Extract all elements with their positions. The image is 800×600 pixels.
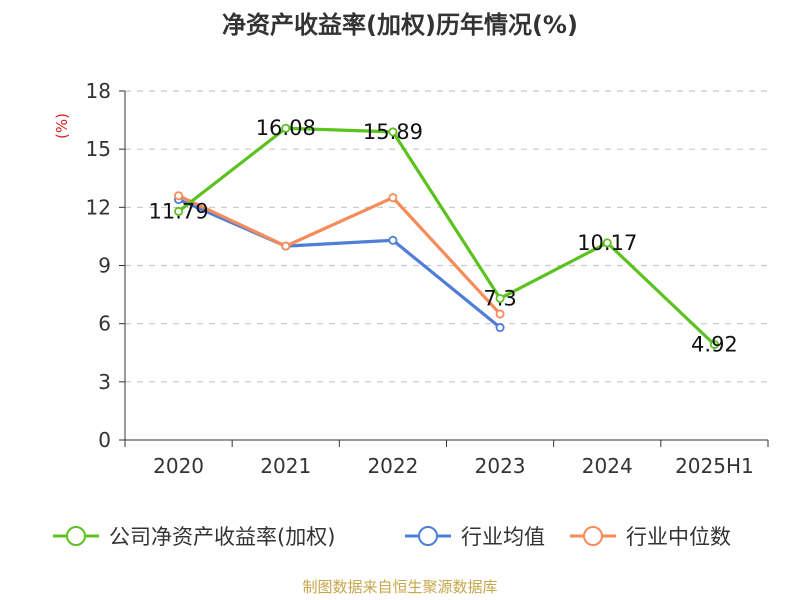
legend: 公司净资产收益率(加权) 行业均值 行业中位数 [53,525,731,549]
chart-title: 净资产收益率(加权)历年情况(%) [222,11,578,39]
data-label: 16.08 [256,116,316,140]
x-tick-label: 2025H1 [675,454,754,478]
legend-label: 公司净资产收益率(加权) [109,525,335,549]
series-2 [174,191,505,319]
data-point [602,238,612,248]
axes: 0 3 6 9 12 15 18 2020 2021 2022 2023 2024 2025H1 [86,79,769,478]
data-label: 15.89 [363,120,423,144]
legend-label: 行业均值 [461,525,545,549]
legend-marker [66,526,86,546]
data-point [174,191,184,201]
legend-marker [418,526,438,546]
data-point [174,206,184,216]
legend-item-0: 公司净资产收益率(加权) [53,525,335,549]
series-line [177,194,502,316]
y-tick-label: 9 [98,254,111,278]
source-note: 制图数据来自恒生聚源数据库 [302,578,497,596]
data-point [388,235,398,245]
data-point [281,241,291,251]
data-label: 11.79 [149,199,209,223]
data-labels: 11.79 16.08 15.89 7.3 10.17 4.92 [149,116,738,356]
x-tick-label: 2020 [153,454,204,478]
data-point [709,340,719,350]
data-point [495,323,505,333]
x-tick-label: 2024 [582,454,633,478]
y-tick-label: 15 [86,137,111,161]
y-tick-label: 0 [98,428,111,452]
legend-label: 行业中位数 [626,525,731,549]
y-tick-label: 12 [86,195,111,219]
data-label: 4.92 [691,333,738,357]
y-tick-label: 3 [98,370,111,394]
x-tick-label: 2023 [475,454,526,478]
legend-item-1: 行业均值 [405,525,545,549]
data-point [388,127,398,137]
x-tick-label: 2021 [260,454,311,478]
data-label: 7.3 [483,286,516,310]
data-point [495,293,505,303]
series-line [177,198,502,329]
series-layer [174,123,719,350]
series-line [177,126,716,346]
data-point [388,193,398,203]
x-tick-label: 2022 [367,454,418,478]
data-point [281,123,291,133]
y-tick-label: 6 [98,312,111,336]
y-axis-unit-label: (%) [53,113,71,139]
y-tick-label: 18 [86,79,111,103]
data-label: 10.17 [577,231,637,255]
legend-item-2: 行业中位数 [570,525,731,549]
data-point [495,309,505,319]
legend-marker [583,526,603,546]
grid-lines [125,90,768,383]
series-0 [174,123,719,350]
